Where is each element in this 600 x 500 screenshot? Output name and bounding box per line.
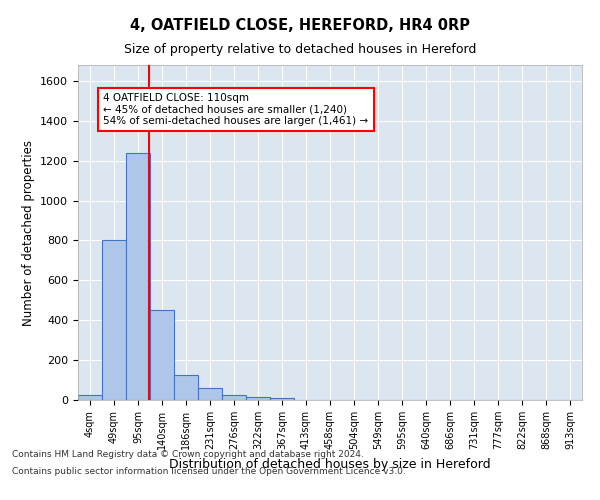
Bar bbox=[270, 398, 294, 400]
Bar bbox=[102, 240, 126, 400]
Bar bbox=[78, 395, 102, 400]
Text: 4, OATFIELD CLOSE, HEREFORD, HR4 0RP: 4, OATFIELD CLOSE, HEREFORD, HR4 0RP bbox=[130, 18, 470, 32]
X-axis label: Distribution of detached houses by size in Hereford: Distribution of detached houses by size … bbox=[169, 458, 491, 470]
Text: 4 OATFIELD CLOSE: 110sqm
← 45% of detached houses are smaller (1,240)
54% of sem: 4 OATFIELD CLOSE: 110sqm ← 45% of detach… bbox=[103, 93, 368, 126]
Bar bbox=[150, 310, 174, 400]
Bar bbox=[174, 375, 198, 400]
Y-axis label: Number of detached properties: Number of detached properties bbox=[22, 140, 35, 326]
Text: Size of property relative to detached houses in Hereford: Size of property relative to detached ho… bbox=[124, 42, 476, 56]
Bar bbox=[222, 395, 246, 400]
Bar bbox=[198, 388, 222, 400]
Text: Contains HM Land Registry data © Crown copyright and database right 2024.: Contains HM Land Registry data © Crown c… bbox=[12, 450, 364, 459]
Text: Contains public sector information licensed under the Open Government Licence v3: Contains public sector information licen… bbox=[12, 468, 406, 476]
Bar bbox=[246, 397, 270, 400]
Bar bbox=[126, 152, 150, 400]
